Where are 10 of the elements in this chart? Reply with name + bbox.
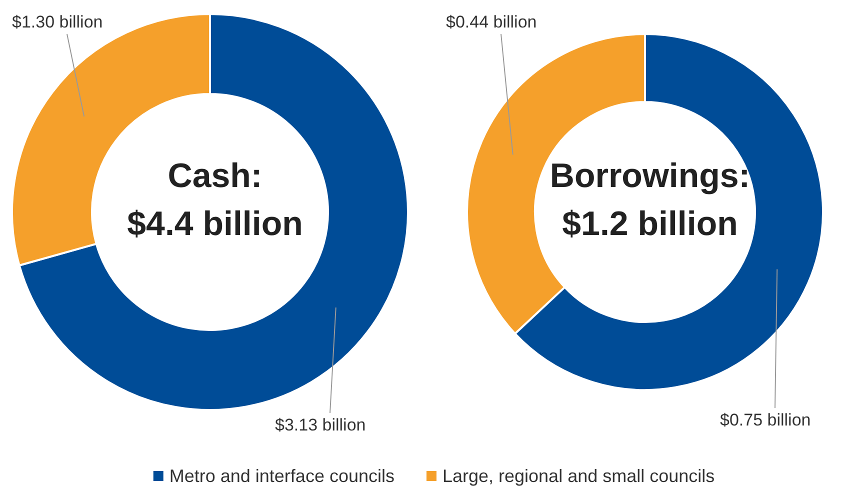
data-label: $1.30 billion xyxy=(12,12,103,32)
legend-label: Large, regional and small councils xyxy=(442,466,715,486)
text: $1.2 billion xyxy=(562,205,738,243)
text: Cash: xyxy=(168,157,262,195)
data-label: $3.13 billion xyxy=(275,416,366,434)
text: Borrowings: xyxy=(550,157,750,195)
data-label: $0.44 billion xyxy=(446,12,537,32)
data-label: $0.75 billion xyxy=(720,410,811,430)
text: $4.4 billion xyxy=(127,205,303,243)
legend-label: Metro and interface councils xyxy=(169,466,394,486)
